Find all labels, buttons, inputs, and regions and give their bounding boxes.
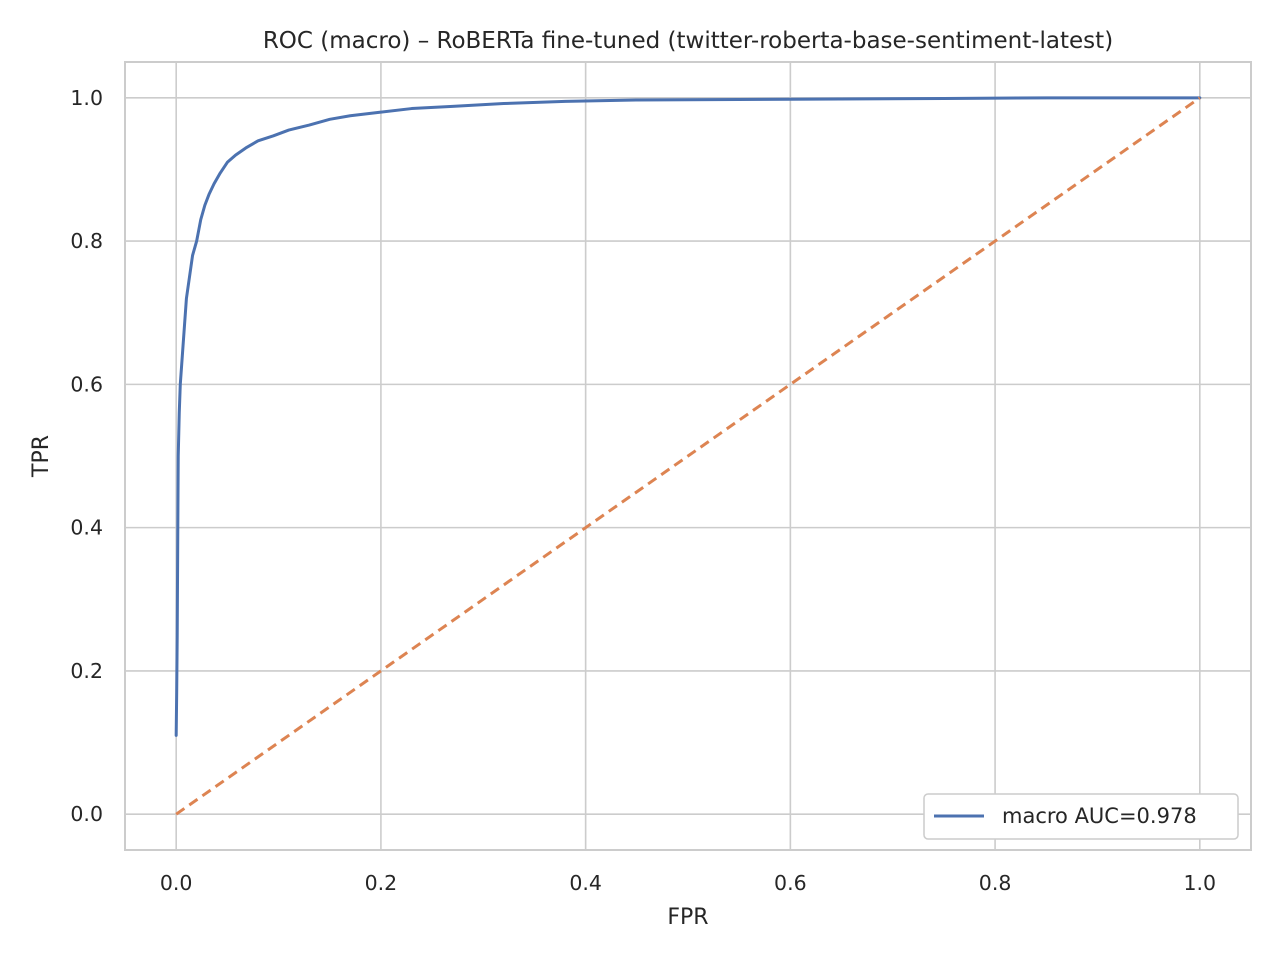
chart-title: ROC (macro) – RoBERTa fine-tuned (twitte…	[263, 28, 1113, 54]
x-tick-label: 1.0	[1184, 871, 1217, 895]
tick-labels: 0.0 0.2 0.4 0.6 0.8 1.0 0.0 0.2 0.4 0.6 0.8 1.0	[70, 86, 1216, 895]
series-layer	[174, 96, 1202, 816]
chance-diagonal-line	[175, 96, 1201, 816]
y-tick-label: 0.6	[70, 372, 103, 396]
x-tick-label: 0.4	[569, 871, 602, 895]
y-tick-label: 0.8	[70, 229, 103, 253]
x-axis-label: FPR	[667, 905, 708, 930]
y-tick-label: 1.0	[70, 86, 103, 110]
roc-curve-line	[174, 96, 1202, 737]
y-axis-label: TPR	[29, 435, 54, 478]
legend-box	[923, 793, 1239, 840]
x-tick-label: 0.2	[365, 871, 398, 895]
x-tick-label: 0.6	[774, 871, 807, 895]
y-tick-label: 0.4	[70, 516, 103, 540]
legend-label: macro AUC=0.978	[1002, 804, 1197, 828]
legend: macro AUC=0.978	[923, 793, 1239, 840]
x-tick-label: 0.0	[160, 871, 193, 895]
y-tick-label: 0.2	[70, 659, 103, 683]
y-tick-label: 0.0	[70, 802, 103, 826]
x-tick-label: 0.8	[979, 871, 1012, 895]
